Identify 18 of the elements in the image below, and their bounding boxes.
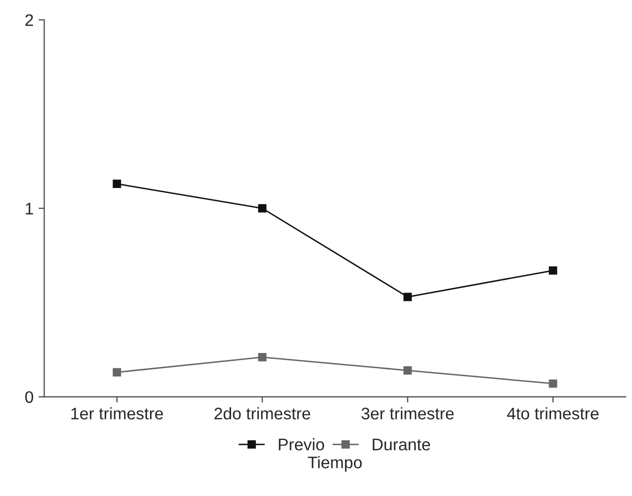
x-tick-label: 1er trimestre [71, 407, 163, 420]
y-tick-label: 2 [25, 14, 33, 26]
point [548, 379, 558, 388]
point [112, 368, 122, 376]
legend-label: Previo [278, 438, 324, 450]
point [258, 353, 266, 362]
x-axis-title: Tiempo [308, 456, 362, 472]
y-tick-label: 0 [25, 391, 34, 404]
legend-label: Durante [372, 438, 430, 450]
y-tick-label: 1 [26, 202, 34, 214]
point [112, 180, 122, 188]
point [403, 366, 412, 375]
point [258, 204, 266, 212]
x-tick-label: 4to trimestre [507, 407, 599, 420]
point [548, 266, 558, 275]
x-tick-label: 2do trimestre [214, 407, 310, 420]
point [403, 292, 412, 302]
x-tick-label: 3er trimestre [362, 407, 454, 420]
